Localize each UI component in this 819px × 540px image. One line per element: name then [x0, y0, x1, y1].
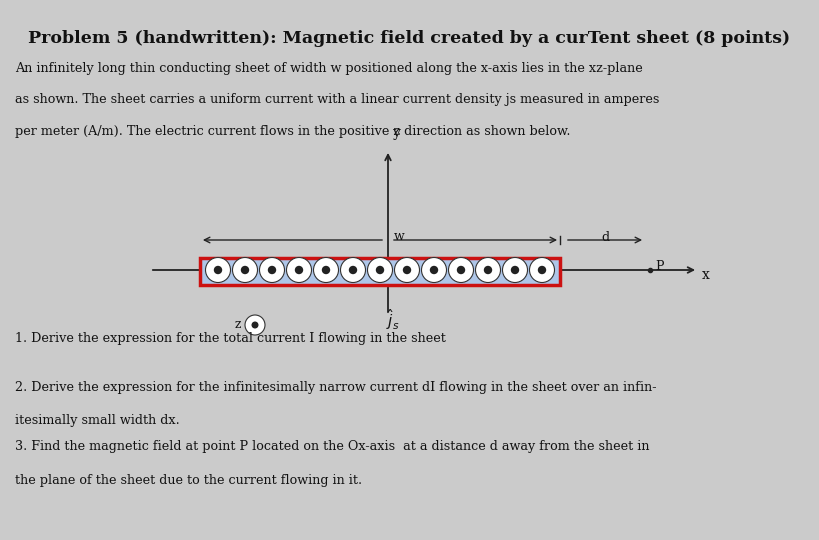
Text: per meter (A/m). The electric current flows in the positive z direction as shown: per meter (A/m). The electric current fl…	[15, 125, 570, 138]
Bar	[200, 258, 560, 285]
Circle shape	[449, 258, 473, 282]
Circle shape	[431, 267, 437, 273]
Circle shape	[242, 267, 248, 273]
Text: as shown. The sheet carries a uniform current with a linear current density js m: as shown. The sheet carries a uniform cu…	[15, 93, 659, 106]
Text: An infinitely long thin conducting sheet of width w positioned along the x-axis : An infinitely long thin conducting sheet…	[15, 62, 642, 75]
Text: itesimally small width dx.: itesimally small width dx.	[15, 414, 179, 427]
Circle shape	[350, 267, 356, 273]
Circle shape	[260, 258, 284, 282]
Text: x: x	[702, 268, 710, 282]
Circle shape	[404, 267, 410, 273]
Circle shape	[287, 258, 311, 282]
Circle shape	[395, 258, 419, 282]
Circle shape	[458, 267, 464, 273]
Text: w: w	[394, 230, 405, 243]
Text: 1. Derive the expression for the total current I flowing in the sheet: 1. Derive the expression for the total c…	[15, 332, 446, 345]
Text: $\hat{j}_s$: $\hat{j}_s$	[387, 307, 400, 332]
Text: d: d	[601, 231, 609, 244]
Circle shape	[206, 258, 230, 282]
Text: z: z	[234, 319, 241, 332]
Text: the plane of the sheet due to the current flowing in it.: the plane of the sheet due to the curren…	[15, 474, 362, 487]
Circle shape	[215, 267, 221, 273]
Text: 2. Derive the expression for the infinitesimally narrow current dI flowing in th: 2. Derive the expression for the infinit…	[15, 381, 656, 394]
Circle shape	[422, 258, 446, 282]
Text: 3. Find the magnetic field at point P located on the Ox-axis  at a distance d aw: 3. Find the magnetic field at point P lo…	[15, 440, 649, 453]
Circle shape	[323, 267, 329, 273]
Text: Problem 5 (handwritten): Magnetic field created by a curTent sheet (8 points): Problem 5 (handwritten): Magnetic field …	[29, 30, 790, 46]
Circle shape	[503, 258, 527, 282]
Circle shape	[341, 258, 365, 282]
Text: P: P	[655, 260, 663, 273]
Circle shape	[296, 267, 302, 273]
Circle shape	[233, 258, 257, 282]
Circle shape	[252, 322, 258, 328]
Text: y: y	[393, 126, 400, 140]
Circle shape	[269, 267, 275, 273]
Circle shape	[377, 267, 383, 273]
Circle shape	[530, 258, 554, 282]
Circle shape	[314, 258, 338, 282]
Circle shape	[476, 258, 500, 282]
Circle shape	[245, 315, 265, 335]
Circle shape	[512, 267, 518, 273]
Circle shape	[539, 267, 545, 273]
Circle shape	[485, 267, 491, 273]
Circle shape	[368, 258, 392, 282]
